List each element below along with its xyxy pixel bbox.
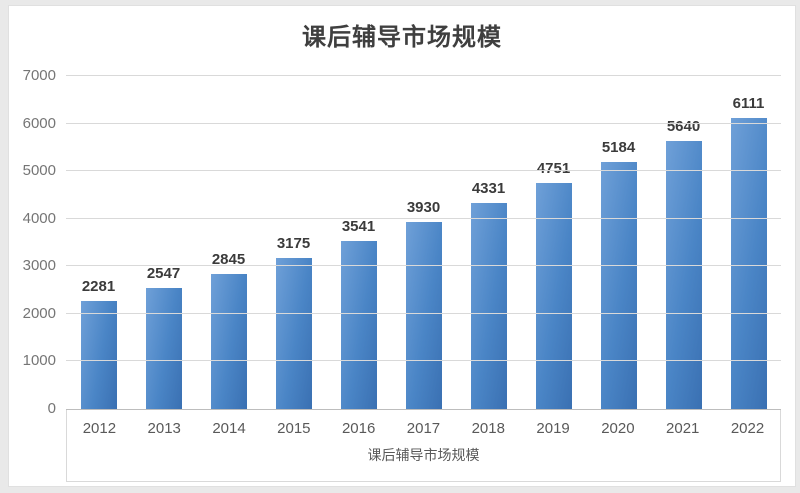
x-tick-label: 2013 (147, 420, 181, 437)
chart-title: 课后辅导市场规模 (302, 24, 502, 51)
y-tick-label: 5000 (22, 162, 56, 180)
y-tick-label: 7000 (22, 67, 56, 84)
bar (210, 273, 247, 409)
bar-slot: 2281 (66, 76, 131, 409)
grid-line (66, 170, 781, 172)
y-tick-label: 1000 (22, 352, 56, 370)
x-tick-label: 2017 (406, 420, 441, 437)
bar (145, 287, 182, 409)
bar-value-label: 5640 (666, 117, 701, 135)
bar (80, 300, 117, 409)
x-tick-label: 2012 (82, 420, 117, 437)
bar (275, 257, 312, 409)
bar-value-label: 5184 (601, 139, 636, 157)
bar-value-label: 2281 (81, 277, 116, 295)
grid-line (66, 75, 781, 76)
y-tick-label: 2000 (22, 304, 56, 322)
bar-value-label: 3541 (341, 217, 376, 235)
grid-line (66, 122, 781, 124)
bar (405, 222, 442, 409)
bar-value-label: 2845 (211, 250, 246, 268)
bar (600, 162, 637, 409)
x-tick-label: 2020 (601, 420, 635, 437)
bar (665, 140, 702, 409)
y-tick-label: 3000 (22, 257, 56, 275)
x-tick-label: 2021 (666, 420, 700, 437)
x-tick-label: 2022 (730, 420, 765, 437)
bar-value-label: 4751 (536, 160, 571, 177)
bar-value-label: 3175 (276, 234, 311, 252)
bar-slot: 4751 (521, 76, 586, 409)
grid-line (66, 265, 781, 267)
x-axis-labels: 2012 2013 2014 2015 2016 2017 2018 2019 2020 2021… (67, 410, 780, 437)
grid-line (66, 217, 781, 219)
bar-value-label: 2547 (146, 264, 181, 282)
bar (535, 183, 572, 409)
chart-area: 课后辅导市场规模 2281 2547 2845 3175 3541 3930 4331 475… (8, 5, 796, 487)
bar-slot: 2845 (196, 76, 261, 409)
category-axis-box: 2012 2013 2014 2015 2016 2017 2018 2019 2020 2021… (66, 410, 781, 482)
x-axis-title: 课后辅导市场规模 (367, 447, 480, 463)
bar-value-label: 6111 (732, 95, 765, 113)
bar (730, 118, 767, 409)
bar (340, 240, 377, 409)
bar (470, 202, 507, 409)
bar-slot: 3930 (391, 76, 456, 409)
plot-area: 2281 2547 2845 3175 3541 3930 4331 4751 5184 5640… (23, 67, 781, 417)
y-tick-label: 4000 (22, 209, 56, 227)
bar-slot: 3541 (326, 76, 391, 409)
x-tick-label: 2016 (341, 420, 376, 437)
bar-slot: 3175 (261, 76, 326, 409)
bar-slot: 6111 (716, 76, 781, 409)
x-tick-label: 2015 (277, 420, 311, 437)
x-tick-label: 2019 (536, 420, 570, 437)
bar-slot: 4331 (456, 76, 521, 409)
y-tick-label: 0 (47, 400, 56, 417)
x-tick-label: 2018 (471, 420, 505, 437)
y-tick-label: 6000 (22, 114, 56, 132)
bar-slot: 5640 (651, 76, 716, 409)
grid-line (66, 312, 781, 314)
bar-value-label: 3930 (406, 199, 441, 217)
bar-value-label: 4331 (471, 179, 506, 197)
bars-row: 2281 2547 2845 3175 3541 3930 4331 4751 5184 5640… (66, 76, 781, 409)
x-tick-label: 2014 (212, 420, 246, 437)
grid-line (66, 360, 781, 362)
bar-slot: 5184 (586, 76, 651, 409)
bar-slot: 2547 (131, 76, 196, 409)
